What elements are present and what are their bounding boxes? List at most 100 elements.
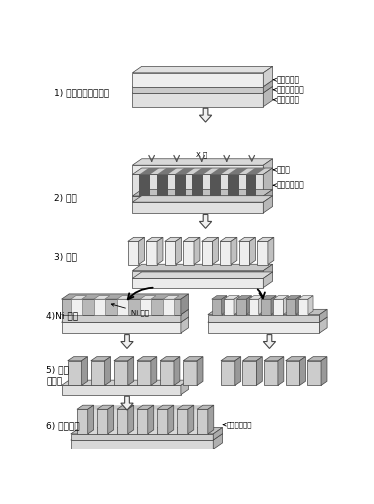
Polygon shape bbox=[132, 278, 263, 288]
Polygon shape bbox=[77, 405, 94, 409]
Polygon shape bbox=[194, 237, 200, 265]
Polygon shape bbox=[108, 409, 117, 434]
Polygon shape bbox=[168, 409, 177, 434]
Polygon shape bbox=[177, 409, 188, 434]
Polygon shape bbox=[160, 361, 174, 386]
Polygon shape bbox=[117, 296, 133, 299]
Polygon shape bbox=[231, 237, 237, 265]
Polygon shape bbox=[228, 168, 248, 174]
Polygon shape bbox=[210, 168, 230, 174]
Polygon shape bbox=[307, 357, 327, 361]
Polygon shape bbox=[137, 409, 148, 434]
Polygon shape bbox=[138, 237, 144, 265]
Polygon shape bbox=[165, 241, 175, 265]
Polygon shape bbox=[175, 174, 186, 196]
Polygon shape bbox=[97, 409, 108, 434]
Polygon shape bbox=[168, 405, 174, 434]
Polygon shape bbox=[132, 174, 263, 196]
Polygon shape bbox=[263, 272, 273, 288]
Polygon shape bbox=[271, 296, 276, 314]
Polygon shape bbox=[91, 361, 105, 386]
Polygon shape bbox=[249, 299, 259, 314]
Polygon shape bbox=[114, 357, 134, 361]
Polygon shape bbox=[132, 196, 263, 202]
Polygon shape bbox=[157, 168, 177, 174]
Polygon shape bbox=[212, 299, 222, 314]
Polygon shape bbox=[246, 296, 251, 314]
Polygon shape bbox=[263, 159, 273, 174]
Polygon shape bbox=[132, 190, 273, 196]
Polygon shape bbox=[286, 361, 300, 386]
Polygon shape bbox=[263, 168, 273, 196]
Polygon shape bbox=[228, 174, 239, 196]
Polygon shape bbox=[175, 168, 195, 174]
Polygon shape bbox=[286, 296, 301, 299]
Polygon shape bbox=[278, 357, 284, 386]
Polygon shape bbox=[308, 296, 313, 314]
Polygon shape bbox=[117, 299, 128, 314]
Polygon shape bbox=[132, 196, 273, 202]
Polygon shape bbox=[128, 357, 134, 386]
Text: X 線: X 線 bbox=[196, 151, 207, 158]
Polygon shape bbox=[261, 299, 271, 314]
Polygon shape bbox=[307, 361, 321, 386]
Polygon shape bbox=[224, 296, 239, 299]
Polygon shape bbox=[259, 296, 264, 314]
Polygon shape bbox=[62, 317, 188, 322]
Polygon shape bbox=[235, 357, 241, 386]
Polygon shape bbox=[157, 237, 163, 265]
Polygon shape bbox=[181, 309, 188, 322]
Polygon shape bbox=[321, 357, 327, 386]
Text: 3) 現像: 3) 現像 bbox=[54, 253, 77, 262]
Polygon shape bbox=[132, 87, 263, 93]
Polygon shape bbox=[273, 299, 283, 314]
Polygon shape bbox=[157, 405, 174, 409]
Polygon shape bbox=[263, 264, 273, 278]
Polygon shape bbox=[132, 159, 273, 165]
Polygon shape bbox=[319, 309, 327, 322]
Polygon shape bbox=[220, 237, 237, 241]
Polygon shape bbox=[202, 241, 212, 265]
Text: 4)Ni 電鋳: 4)Ni 電鋳 bbox=[46, 311, 78, 321]
Polygon shape bbox=[137, 357, 157, 361]
Polygon shape bbox=[181, 380, 188, 395]
Polygon shape bbox=[174, 357, 180, 386]
Polygon shape bbox=[132, 271, 263, 278]
Polygon shape bbox=[210, 174, 221, 196]
Polygon shape bbox=[117, 409, 128, 434]
Polygon shape bbox=[148, 409, 157, 434]
Polygon shape bbox=[62, 309, 188, 314]
Polygon shape bbox=[121, 396, 133, 410]
Polygon shape bbox=[221, 361, 235, 386]
Polygon shape bbox=[181, 294, 188, 314]
Polygon shape bbox=[236, 299, 246, 314]
Text: 感光した樹脂: 感光した樹脂 bbox=[273, 181, 304, 190]
Polygon shape bbox=[71, 299, 82, 314]
Polygon shape bbox=[68, 361, 82, 386]
Polygon shape bbox=[148, 405, 163, 409]
Polygon shape bbox=[283, 296, 288, 314]
Polygon shape bbox=[246, 174, 256, 196]
Polygon shape bbox=[220, 241, 231, 265]
Polygon shape bbox=[88, 405, 103, 409]
Polygon shape bbox=[234, 296, 239, 314]
Polygon shape bbox=[163, 299, 174, 314]
Text: 5) 樹脂
の除去: 5) 樹脂 の除去 bbox=[46, 366, 69, 387]
Polygon shape bbox=[246, 168, 266, 174]
Polygon shape bbox=[71, 440, 213, 450]
Text: 2) 露光: 2) 露光 bbox=[54, 193, 77, 202]
Polygon shape bbox=[188, 405, 203, 409]
Polygon shape bbox=[193, 168, 212, 174]
Polygon shape bbox=[197, 409, 208, 434]
Polygon shape bbox=[224, 299, 234, 314]
Polygon shape bbox=[108, 405, 114, 434]
Polygon shape bbox=[263, 67, 273, 87]
Polygon shape bbox=[168, 405, 183, 409]
Polygon shape bbox=[137, 405, 154, 409]
Polygon shape bbox=[213, 427, 223, 440]
Polygon shape bbox=[132, 272, 273, 278]
Polygon shape bbox=[117, 405, 134, 409]
Polygon shape bbox=[242, 361, 256, 386]
Text: 1) 感光性樹脂の塗布: 1) 感光性樹脂の塗布 bbox=[54, 88, 109, 97]
Polygon shape bbox=[139, 174, 150, 196]
